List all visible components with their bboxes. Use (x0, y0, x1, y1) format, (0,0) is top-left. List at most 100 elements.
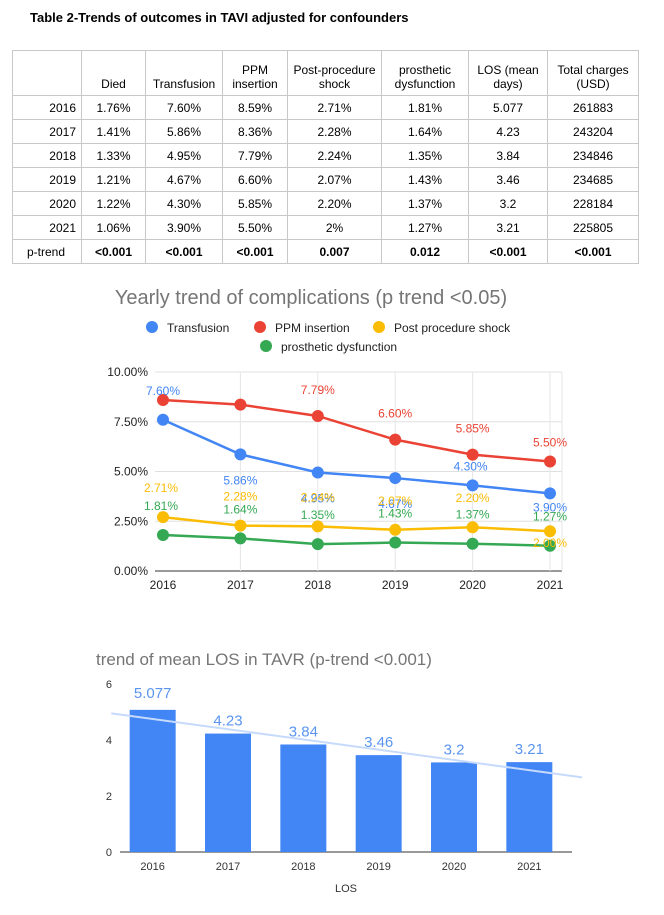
data-label: 5.077 (134, 685, 172, 702)
table-cell: 228184 (547, 191, 639, 216)
data-point (544, 455, 556, 468)
legend-label: Post procedure shock (394, 321, 511, 335)
data-point (466, 521, 479, 534)
x-tick-label: 2020 (459, 578, 486, 592)
table-cell: 3.46 (468, 167, 548, 192)
x-tick-label: 2018 (304, 578, 331, 592)
table-row: 2016 1.76% 7.60% 8.59% 2.71% 1.81% 5.077 261883 (12, 95, 639, 120)
data-label: 5.50% (533, 436, 567, 450)
data-point (544, 525, 556, 538)
data-label: 4.23 (213, 713, 242, 730)
data-label: 2.71% (144, 481, 178, 495)
data-label: 3.21 (515, 741, 544, 758)
y-tick-label: 6 (106, 679, 112, 691)
table-cell: <0.001 (145, 239, 223, 264)
legend-label: prosthetic dysfunction (281, 340, 397, 354)
x-tick-label: 2021 (537, 578, 564, 592)
x-tick-label: 2019 (382, 578, 409, 592)
data-label: 2.28% (223, 490, 257, 504)
data-point (311, 538, 324, 551)
table-cell: 3.90% (145, 215, 223, 240)
data-label: 1.27% (533, 510, 567, 524)
table-cell: 3.21 (468, 215, 548, 240)
table-cell: 2% (287, 215, 382, 240)
table-cell: 8.59% (222, 95, 288, 120)
data-point (389, 433, 402, 446)
table-cell: p-trend (12, 239, 82, 264)
x-tick-label: 2016 (140, 861, 164, 873)
bar (280, 744, 327, 852)
legend-label: PPM insertion (275, 321, 350, 335)
y-tick-label: 0.00% (114, 564, 148, 578)
x-tick-label: 2016 (150, 578, 177, 592)
line-chart-title: Yearly trend of complications (p trend <… (115, 287, 507, 309)
table-row: 2017 1.41% 5.86% 8.36% 2.28% 1.64% 4.23 243204 (12, 119, 639, 144)
table-row: 2019 1.21% 4.67% 6.60% 2.07% 1.43% 3.46 234685 (12, 167, 639, 192)
table-cell: 2.20% (287, 191, 382, 216)
x-tick-label: 2017 (227, 578, 254, 592)
table-cell: 2016 (12, 95, 82, 120)
los-bar-chart: trend of mean LOS in TAVR (p-trend <0.00… (96, 650, 583, 895)
data-label: 1.64% (223, 502, 257, 516)
legend-label: Transfusion (167, 321, 229, 335)
series-line-post-procedure-shock (162, 515, 551, 533)
x-tick-label: 2017 (216, 861, 240, 873)
data-label: 6.60% (378, 407, 412, 421)
data-label: 2.24% (301, 490, 335, 504)
data-point (544, 539, 556, 552)
data-point (466, 448, 479, 461)
data-point (311, 466, 324, 479)
y-tick-label: 7.50% (114, 415, 148, 429)
table-cell: 1.35% (381, 143, 469, 168)
table-row: 2018 1.33% 4.95% 7.79% 2.24% 1.35% 3.84 234846 (12, 143, 639, 168)
table-cell: 5.85% (222, 191, 288, 216)
x-tick-label: 2020 (442, 861, 466, 873)
bar (355, 755, 402, 852)
table-cell: 4.30% (145, 191, 223, 216)
table-cell: 8.36% (222, 119, 288, 144)
data-point (234, 519, 247, 532)
table-cell: 2020 (12, 191, 82, 216)
header-cell-ppm: PPM insertion (222, 50, 288, 96)
x-tick-label: 2019 (366, 861, 390, 873)
table-cell: 1.76% (81, 95, 146, 120)
y-tick-label: 5.00% (114, 465, 148, 479)
data-point (234, 448, 247, 461)
data-label: 1.37% (456, 508, 490, 522)
complications-line-chart: Yearly trend of complications (p trend <… (107, 287, 567, 592)
data-point (389, 472, 402, 485)
header-cell-died: Died (81, 50, 146, 96)
data-label: 3.46 (364, 734, 393, 751)
table-cell: 225805 (547, 215, 639, 240)
legend-marker-ppm-insertion (254, 321, 266, 333)
table-cell: 1.43% (381, 167, 469, 192)
table-cell: 243204 (547, 119, 639, 144)
data-point (466, 479, 479, 492)
table-cell: 1.21% (81, 167, 146, 192)
table-cell: <0.001 (547, 239, 639, 264)
table-cell: <0.001 (222, 239, 288, 264)
bar (506, 762, 553, 852)
table-cell: 261883 (547, 95, 639, 120)
legend-marker-prosthetic-dysfunction (260, 340, 272, 352)
bar (431, 762, 477, 852)
data-point (157, 394, 169, 407)
table-cell: 2017 (12, 119, 82, 144)
x-axis-label: LOS (335, 883, 357, 895)
data-point (157, 511, 169, 524)
data-label: 4.30% (454, 459, 488, 473)
header-cell-corner (12, 50, 82, 96)
header-cell-prosthetic: prosthetic dysfunction (381, 50, 469, 96)
data-label: 1.43% (378, 507, 412, 521)
x-tick-label: 2021 (517, 861, 541, 873)
trendline (111, 712, 583, 779)
series-line-transfusion (162, 418, 551, 495)
table-cell: 2.28% (287, 119, 382, 144)
data-point (157, 413, 169, 426)
data-label: 5.85% (456, 422, 490, 436)
data-point (389, 523, 402, 536)
table-cell: 2.07% (287, 167, 382, 192)
table-cell: <0.001 (468, 239, 548, 264)
y-tick-label: 2.50% (114, 514, 148, 528)
data-point (466, 537, 479, 550)
